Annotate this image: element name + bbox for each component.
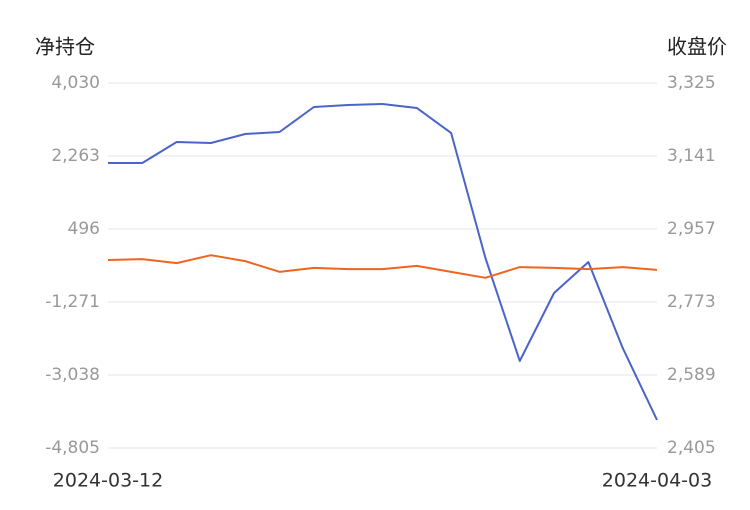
x-tick-label: 2024-04-03 [602,470,712,492]
line-series [107,254,658,279]
x-tick-label: 2024-03-12 [53,470,163,492]
y-tick-label: -3,038 [45,365,100,385]
y-tick-label: 2,263 [51,146,100,166]
y2-tick-label: 2,773 [667,292,716,312]
y-tick-label: -1,271 [45,292,100,312]
y2-tick-label: 3,325 [667,73,716,93]
y2-tick-label: 3,141 [667,146,716,166]
y2-axis-title: 收盘价 [667,35,727,59]
y-axis-title: 净持仓 [35,35,95,59]
line-series [108,102,658,421]
y2-tick-label: 2,405 [667,438,716,458]
y-tick-label: 496 [68,219,100,239]
y-tick-label: 4,030 [51,73,100,93]
y2-tick-label: 2,957 [667,219,716,239]
y-tick-label: -4,805 [45,438,100,458]
y2-tick-label: 2,589 [667,365,716,385]
